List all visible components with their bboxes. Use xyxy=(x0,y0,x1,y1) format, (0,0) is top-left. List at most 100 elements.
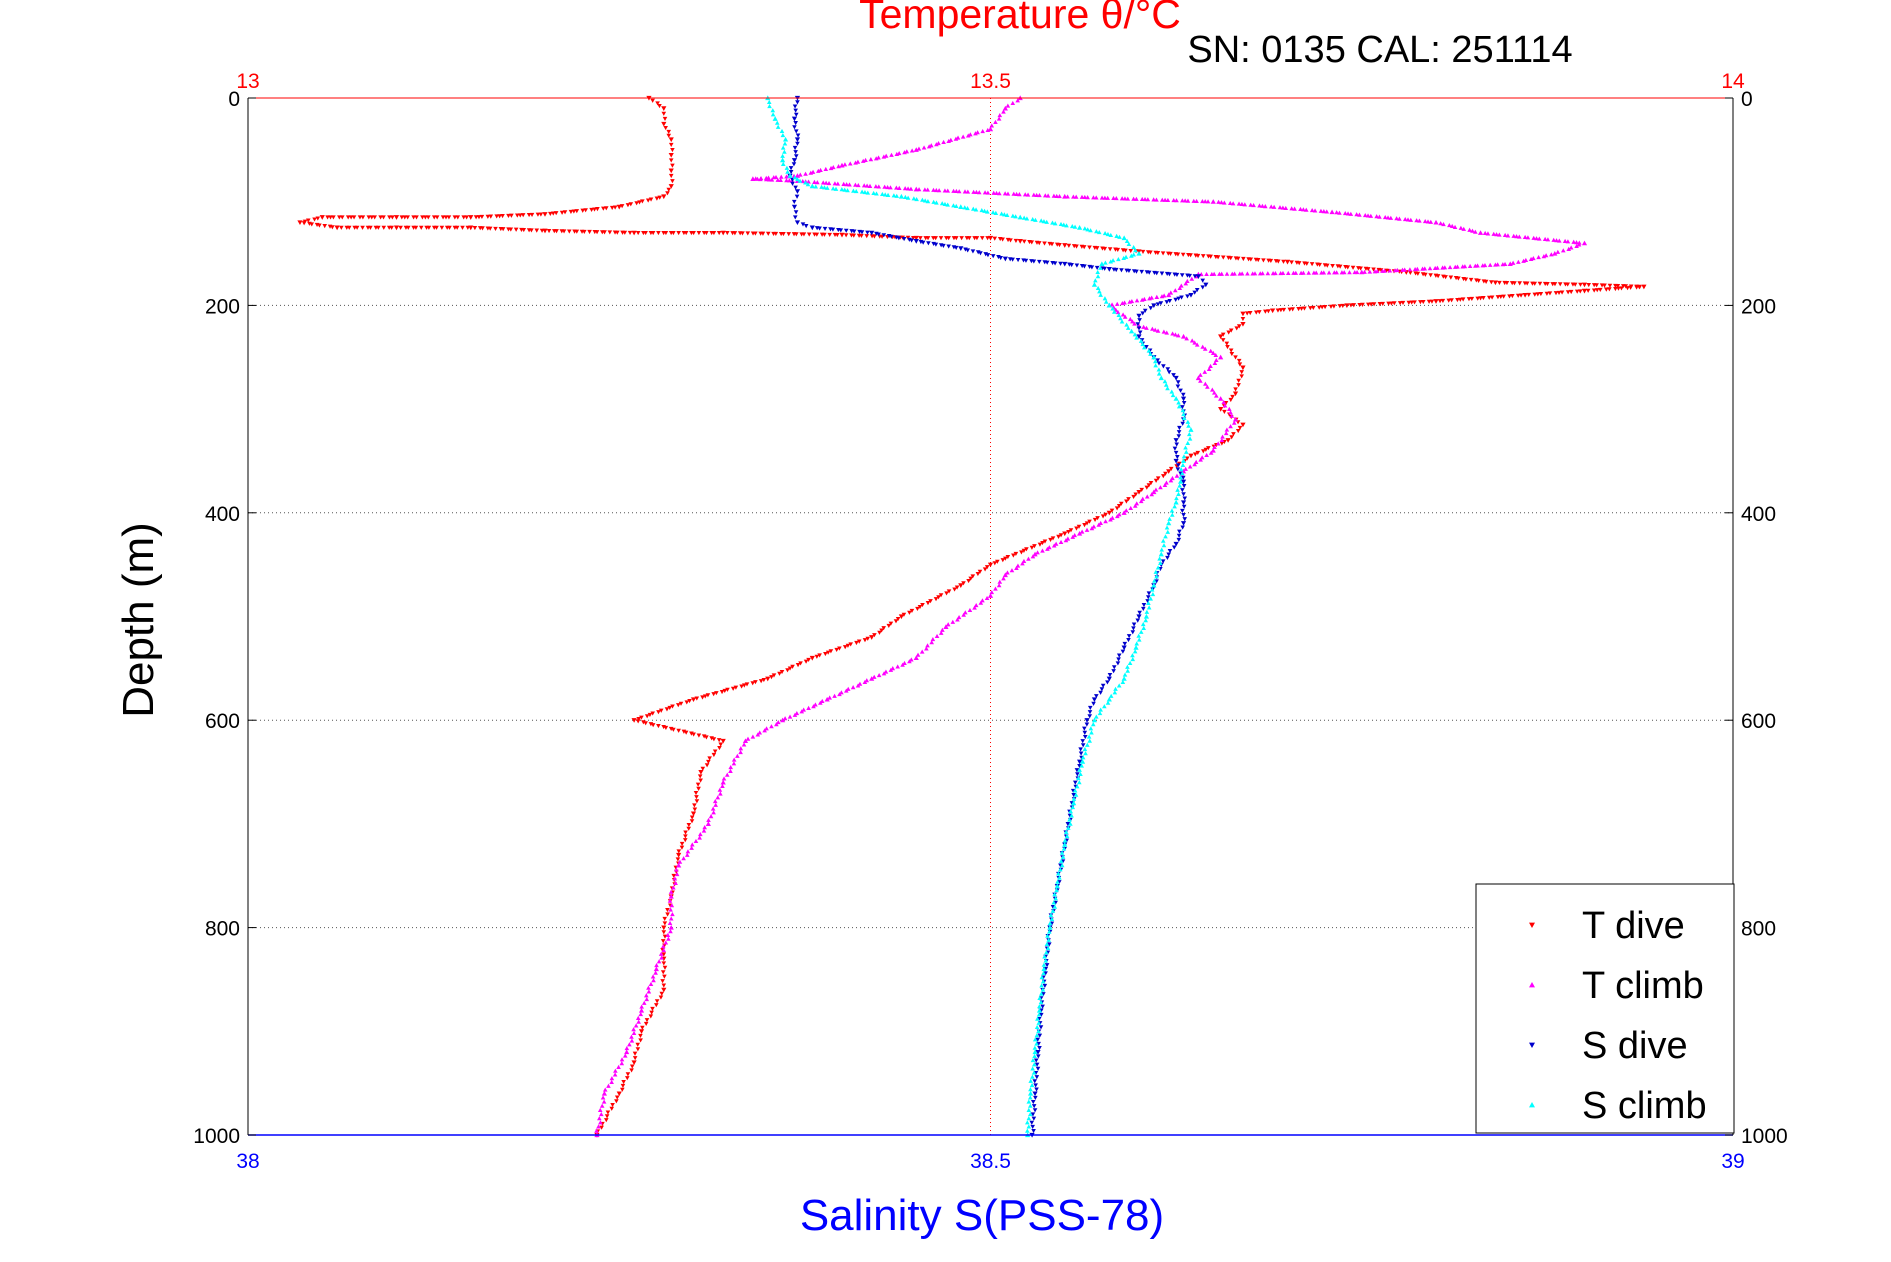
data-point xyxy=(728,768,733,773)
data-point xyxy=(869,230,875,236)
data-point xyxy=(602,230,607,235)
data-point xyxy=(1148,250,1153,255)
data-point xyxy=(869,635,875,640)
data-point xyxy=(1077,225,1083,230)
data-point xyxy=(939,201,945,206)
data-point xyxy=(1140,249,1146,255)
data-point xyxy=(1163,534,1168,539)
data-point xyxy=(1342,210,1348,216)
data-point xyxy=(1156,361,1162,366)
data-point xyxy=(692,803,697,808)
data-point xyxy=(1173,450,1179,455)
data-point xyxy=(1545,281,1550,287)
data-point xyxy=(1482,230,1488,236)
data-point xyxy=(1308,306,1313,311)
data-point xyxy=(1098,265,1103,270)
data-point xyxy=(1078,751,1084,756)
data-point xyxy=(711,810,716,815)
data-point xyxy=(1167,516,1172,521)
data-point xyxy=(1119,196,1125,201)
data-point xyxy=(1177,483,1182,488)
data-point xyxy=(331,215,336,220)
data-point xyxy=(1054,883,1060,889)
data-point xyxy=(1566,246,1572,251)
data-point xyxy=(1354,212,1359,217)
data-point xyxy=(1433,299,1439,304)
data-point xyxy=(708,814,714,819)
data-point xyxy=(658,995,664,1000)
data-point xyxy=(1489,280,1494,285)
x-top-tick-label: 14 xyxy=(1721,70,1745,93)
data-point xyxy=(1094,229,1099,234)
data-point xyxy=(780,133,786,138)
data-point xyxy=(1135,618,1141,623)
data-point xyxy=(1141,625,1147,631)
data-point xyxy=(1158,301,1164,306)
data-point xyxy=(955,135,961,140)
data-point xyxy=(913,235,919,241)
data-point xyxy=(671,873,677,879)
data-point xyxy=(1212,360,1218,366)
y-tick-label-left: 800 xyxy=(205,918,240,941)
data-point xyxy=(1050,908,1056,913)
data-point xyxy=(1218,354,1224,360)
data-point xyxy=(1200,285,1206,290)
data-point xyxy=(672,876,678,881)
data-point xyxy=(594,1128,599,1133)
legend-marker xyxy=(1529,982,1535,988)
data-point xyxy=(943,624,949,629)
data-point xyxy=(668,893,674,899)
data-point xyxy=(622,1053,628,1058)
data-point xyxy=(1428,273,1433,278)
data-point xyxy=(1037,995,1042,1000)
data-point xyxy=(1132,321,1137,326)
data-point xyxy=(1180,392,1186,397)
data-point xyxy=(1313,270,1319,275)
data-point xyxy=(841,181,847,186)
data-point xyxy=(668,173,674,179)
data-point xyxy=(854,640,859,646)
data-point xyxy=(861,183,867,188)
data-point xyxy=(1619,286,1624,291)
legend-marker xyxy=(1529,1102,1535,1108)
data-point xyxy=(689,815,695,820)
data-point xyxy=(1171,373,1176,378)
data-point xyxy=(1116,683,1122,688)
data-point xyxy=(942,188,948,193)
data-point xyxy=(978,600,984,605)
data-point xyxy=(993,119,998,125)
data-point xyxy=(1169,508,1175,513)
data-point xyxy=(911,196,917,201)
data-point xyxy=(455,215,461,220)
data-point xyxy=(648,981,654,987)
data-point xyxy=(818,167,823,172)
data-point xyxy=(1161,364,1166,369)
data-point xyxy=(1111,669,1116,674)
data-point xyxy=(1173,288,1178,293)
data-point xyxy=(1186,423,1191,428)
data-point xyxy=(660,970,666,975)
data-point xyxy=(1072,532,1077,538)
data-point xyxy=(1229,435,1234,440)
data-point xyxy=(660,979,665,984)
data-point xyxy=(1038,991,1044,996)
data-point xyxy=(1512,281,1517,286)
data-point xyxy=(1146,605,1152,610)
data-point xyxy=(1030,1058,1036,1063)
data-point xyxy=(1502,232,1508,238)
data-point xyxy=(1116,653,1122,658)
data-point xyxy=(1148,596,1153,601)
data-point xyxy=(1175,463,1181,468)
data-point xyxy=(597,1116,602,1121)
chart-subtitle: SN: 0135 CAL: 251114 xyxy=(1187,29,1572,71)
data-point xyxy=(319,215,325,220)
data-point xyxy=(1110,306,1115,311)
data-point xyxy=(1155,476,1161,481)
data-point xyxy=(700,695,705,700)
data-point xyxy=(1517,281,1522,286)
data-point xyxy=(1637,285,1642,290)
data-point xyxy=(1115,661,1121,666)
data-point xyxy=(1127,660,1133,666)
data-point xyxy=(1181,513,1186,518)
data-point xyxy=(1133,248,1138,253)
